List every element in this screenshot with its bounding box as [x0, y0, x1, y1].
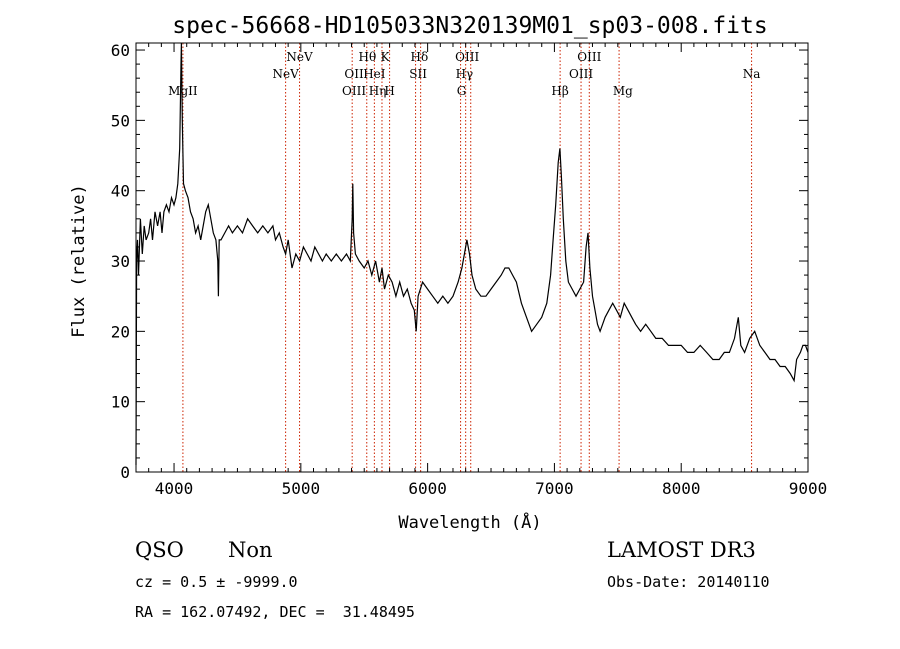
y-tick-label: 20: [111, 322, 130, 341]
redshift-info: cz = 0.5 ± -9999.0: [135, 573, 298, 591]
spectral-line-label: K: [381, 50, 391, 64]
spectral-line-label: G: [457, 84, 467, 98]
spectral-line-label: OIII: [569, 67, 593, 81]
y-tick-label: 40: [111, 182, 130, 201]
spectral-line-label: Hδ: [411, 50, 429, 64]
x-tick-label: 5000: [282, 479, 321, 498]
survey-name: LAMOST DR3: [607, 538, 756, 562]
spectral-line-label: OIII: [455, 50, 479, 64]
spectral-line-label: SII: [409, 67, 427, 81]
y-tick-label: 30: [111, 252, 130, 271]
spectral-line-label: OIII: [577, 50, 601, 64]
x-tick-label: 4000: [155, 479, 194, 498]
spectral-line-label: MgII: [168, 84, 198, 98]
spectral-line-label: NeV: [286, 50, 313, 64]
x-axis-label: Wavelength (Å): [398, 511, 541, 533]
spectral-line-label: Na: [743, 67, 761, 81]
spectral-line-label: Hη: [369, 84, 387, 98]
object-class: QSO: [135, 538, 184, 562]
spectral-line-label: NeV: [272, 67, 299, 81]
x-tick-label: 8000: [662, 479, 701, 498]
plot-frame: [135, 42, 809, 473]
chart-title: spec-56668-HD105033N320139M01_sp03-008.f…: [172, 13, 767, 39]
spectral-line-label: OIII: [342, 84, 366, 98]
x-tick-label: 7000: [535, 479, 574, 498]
y-tick-label: 10: [111, 393, 130, 412]
y-tick-label: 0: [120, 463, 130, 482]
plot-area: 4000 5000 6000 7000 8000 9000 0 10 20 30 40 50 60 MgI…: [111, 41, 828, 498]
spectral-line-label: Hθ: [359, 50, 377, 64]
y-axis-label: Flux (relative): [69, 184, 89, 338]
x-tick-label: 6000: [408, 479, 447, 498]
spectral-line-label: Hβ: [551, 84, 568, 98]
spectral-line-label: HeI: [363, 67, 386, 81]
y-tick-label: 50: [111, 111, 130, 130]
y-tick-label: 60: [111, 41, 130, 60]
observation-date: Obs-Date: 20140110: [607, 573, 770, 591]
object-subclass: Non: [228, 538, 273, 562]
spectral-line-label: OII: [344, 67, 364, 81]
spectrum-line: [135, 42, 809, 466]
coordinates-info: RA = 162.07492, DEC = 31.48495: [135, 603, 415, 621]
spectral-line-label: Hγ: [456, 67, 474, 81]
spectral-line-label: Mg: [613, 84, 633, 98]
x-tick-label: 9000: [789, 479, 828, 498]
spectral-line-label: H: [384, 84, 394, 98]
